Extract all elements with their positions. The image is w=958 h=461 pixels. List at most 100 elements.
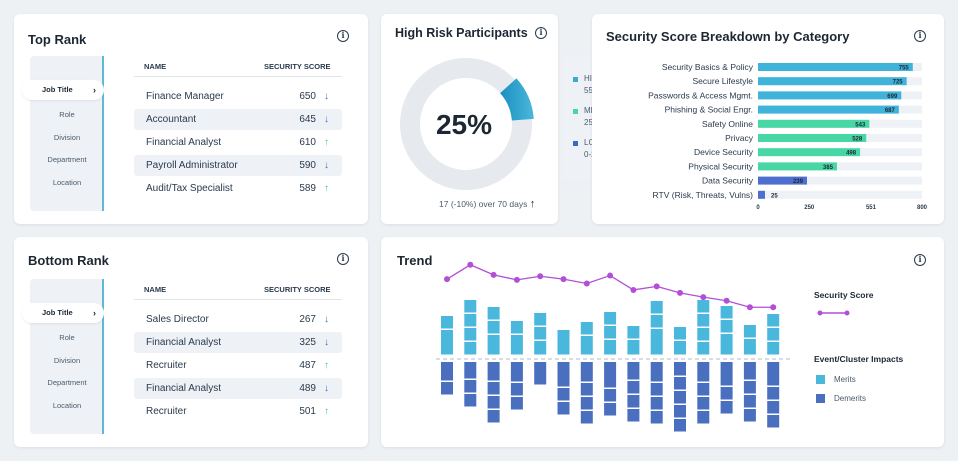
trend-title: Trend — [397, 253, 433, 268]
score-point[interactable] — [677, 289, 683, 296]
demerit-bar[interactable] — [627, 362, 640, 422]
demerit-bar-segment — [487, 396, 500, 409]
merit-bar[interactable] — [534, 313, 547, 355]
table-row[interactable]: Recruiter 487 ↑ — [134, 355, 342, 376]
score-point[interactable] — [700, 294, 707, 301]
trend-chart — [436, 261, 791, 432]
category-bar[interactable] — [758, 190, 765, 199]
category-bar[interactable] — [758, 119, 870, 128]
merit-bar[interactable] — [627, 326, 640, 355]
demerit-bar-segment — [627, 381, 640, 394]
score-point[interactable] — [490, 271, 497, 278]
filter-department[interactable]: Department — [47, 155, 87, 164]
info-icon[interactable]: i — [337, 30, 349, 42]
score-point[interactable] — [770, 304, 777, 311]
demerit-bar[interactable] — [604, 362, 617, 416]
merit-bar-segment — [743, 339, 756, 355]
demerit-bar[interactable] — [697, 362, 710, 424]
table-row[interactable]: Recruiter 501 ↑ — [134, 401, 342, 422]
merit-bar[interactable] — [510, 321, 523, 355]
info-icon[interactable]: i — [914, 30, 926, 42]
category-bar[interactable] — [758, 148, 861, 157]
merit-bar[interactable] — [697, 300, 710, 355]
filter-division[interactable]: Division — [53, 133, 81, 142]
score-point[interactable] — [746, 304, 753, 311]
demerit-bar[interactable] — [720, 362, 733, 414]
score-point[interactable] — [444, 276, 450, 283]
demerit-bar[interactable] — [767, 362, 780, 428]
category-bar[interactable] — [758, 63, 913, 71]
demerit-bar[interactable] — [487, 362, 500, 423]
merit-bar-segment — [487, 307, 500, 320]
category-value: 725 — [893, 80, 904, 86]
legend-demerits: Demerits — [834, 394, 867, 403]
merit-bar[interactable] — [464, 300, 477, 355]
table-row[interactable]: Sales Director 267 ↓ — [134, 309, 342, 330]
score-point[interactable] — [583, 280, 590, 287]
category-bar[interactable] — [758, 134, 867, 142]
demerit-bar-segment — [604, 389, 617, 402]
demerit-bar[interactable] — [534, 362, 547, 385]
table-row[interactable]: Finance Manager 650 ↓ — [134, 86, 342, 107]
demerit-bar-segment — [557, 388, 570, 401]
category-label: Secure Lifestyle — [693, 76, 754, 86]
demerit-bar[interactable] — [464, 362, 477, 407]
x-tick-label: 0 — [756, 205, 760, 211]
merit-bar[interactable] — [720, 306, 733, 355]
merit-bar[interactable] — [604, 312, 617, 355]
filter-role[interactable]: Role — [59, 333, 75, 342]
merit-bar[interactable] — [580, 322, 593, 355]
demerit-bar[interactable] — [441, 362, 453, 395]
info-icon[interactable]: i — [337, 253, 349, 265]
merit-bar[interactable] — [441, 316, 453, 355]
demerit-bar[interactable] — [580, 362, 593, 424]
merit-bar[interactable] — [674, 327, 686, 355]
table-row[interactable]: Accountant 645 ↓ — [134, 109, 342, 130]
filter-location[interactable]: Location — [52, 401, 82, 410]
category-bar[interactable] — [758, 105, 899, 114]
merit-bar-segment — [604, 312, 617, 325]
category-value: 543 — [855, 122, 866, 128]
score-point[interactable] — [513, 276, 520, 283]
demerit-bar[interactable] — [650, 362, 663, 424]
arrow-down-icon: ↓ — [324, 91, 329, 102]
info-icon[interactable]: i — [914, 254, 926, 266]
demerit-bar[interactable] — [557, 362, 570, 415]
filter-location[interactable]: Location — [52, 178, 82, 187]
category-bar[interactable] — [758, 91, 902, 100]
demerit-bar-segment — [743, 381, 756, 394]
filter-department[interactable]: Department — [47, 378, 87, 387]
demerit-bar[interactable] — [674, 362, 686, 432]
table-row[interactable]: Financial Analyst 325 ↓ — [134, 332, 342, 353]
score-point[interactable] — [723, 297, 730, 304]
filter-division[interactable]: Division — [53, 356, 81, 365]
category-bar[interactable] — [758, 176, 807, 185]
table-row[interactable]: Payroll Administrator 590 ↓ — [134, 155, 342, 176]
demerit-bar[interactable] — [510, 362, 523, 410]
table-row[interactable]: Audit/Tax Specialist 589 ↑ — [134, 178, 342, 199]
filter-role[interactable]: Role — [59, 110, 75, 119]
merit-bar-segment — [534, 313, 547, 326]
merit-bar-segment — [767, 342, 780, 355]
score-point[interactable] — [467, 261, 474, 268]
demerit-bar[interactable] — [743, 362, 756, 422]
filter-job-title[interactable]: Job Title › — [22, 80, 104, 100]
table-row[interactable]: Financial Analyst 489 ↓ — [134, 378, 342, 399]
score-point[interactable] — [607, 272, 614, 279]
category-label: Physical Security — [688, 161, 753, 171]
x-tick-label: 551 — [866, 205, 877, 211]
score-point[interactable] — [630, 286, 637, 293]
merit-bar[interactable] — [743, 325, 756, 355]
filter-job-title[interactable]: Job Title › — [22, 303, 104, 323]
category-bar[interactable] — [758, 162, 837, 171]
table-row[interactable]: Financial Analyst 610 ↑ — [134, 132, 342, 153]
score-point[interactable] — [653, 283, 660, 290]
score-point[interactable] — [560, 276, 567, 283]
merit-bar[interactable] — [487, 307, 500, 355]
category-bar[interactable] — [758, 77, 907, 86]
info-icon[interactable]: i — [535, 27, 547, 39]
merit-bar[interactable] — [767, 314, 780, 355]
merit-bar[interactable] — [650, 301, 663, 355]
score-point[interactable] — [537, 273, 544, 280]
merit-bar[interactable] — [557, 330, 570, 355]
